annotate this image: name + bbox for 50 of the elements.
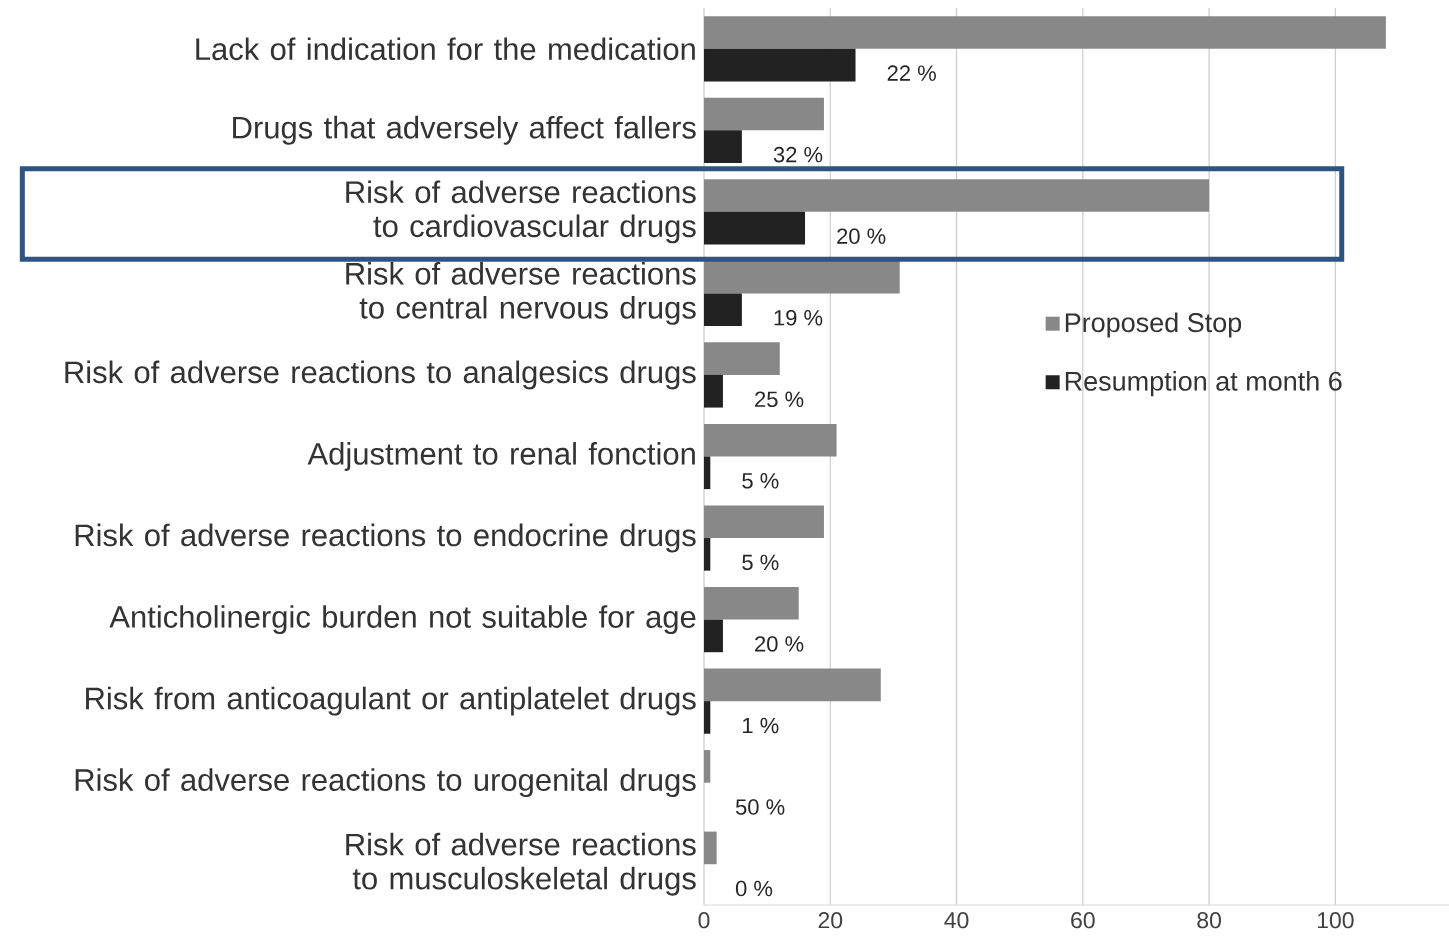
annotation: 0 % — [735, 880, 773, 897]
bar — [704, 16, 1386, 49]
bar — [704, 293, 742, 327]
bar — [704, 374, 723, 408]
y-tick-label: Risk from anticoagulant or antiplatelet drugs — [86, 686, 696, 716]
bar — [704, 179, 1210, 212]
bar — [704, 831, 717, 865]
bar — [704, 456, 711, 490]
y-tick-label: Risk of adverse reactions to musculoskeletal drugs — [346, 832, 696, 896]
y-tick-label: Adjustment to renal fonction — [307, 442, 695, 471]
bar — [704, 97, 824, 131]
annotation: 50 % — [735, 799, 785, 815]
x-tick-label: 40 — [944, 912, 969, 929]
annotation: 20 % — [837, 228, 886, 244]
annotation: 1 % — [743, 717, 779, 734]
bar — [704, 701, 711, 734]
x-tick-label: 20 — [818, 912, 843, 929]
bar — [704, 619, 723, 653]
bar — [704, 342, 780, 375]
y-tick-label: Risk of adverse reactions to endocrine drugs — [75, 523, 696, 553]
annotation: 5 % — [742, 554, 779, 571]
bar — [704, 586, 799, 620]
bar — [704, 211, 806, 245]
bar — [704, 130, 742, 163]
annotation: 20 % — [755, 636, 804, 652]
y-tick-label: Risk of adverse reactions to central nervous drugs — [346, 261, 696, 325]
x-tick-label: 100 — [1317, 912, 1354, 929]
annotation: 25 % — [755, 391, 804, 408]
annotation: 32 % — [773, 146, 823, 163]
legend-label: Proposed Stop — [1065, 312, 1242, 338]
y-tick-label: Risk of adverse reactions to urogenital drugs — [75, 768, 696, 798]
annotation: 19 % — [774, 309, 823, 326]
bar — [704, 668, 881, 702]
annotation: 5 % — [742, 473, 779, 489]
x-tick-label: 60 — [1071, 912, 1095, 929]
x-tick-label: 80 — [1197, 912, 1221, 929]
y-tick-label: Risk of adverse reactions to cardiovascular drugs — [346, 180, 696, 244]
bar — [704, 48, 856, 82]
y-tick-label: Anticholinergic burden not suitable for age — [109, 605, 696, 635]
bar — [704, 750, 711, 783]
y-tick-label: Lack of indication for the medication — [196, 37, 695, 61]
annotation: 22 % — [887, 65, 936, 81]
legend-label: Resumption at month 6 — [1065, 370, 1342, 397]
x-tick-label: 0 — [698, 912, 710, 929]
bar — [704, 505, 824, 539]
bar — [704, 538, 711, 571]
bar — [704, 260, 900, 294]
y-tick-label: Drugs that adversely affect fallers — [233, 115, 696, 145]
y-tick-label: Risk of adverse reactions to analgesics drugs — [65, 360, 696, 390]
bar — [704, 423, 837, 457]
